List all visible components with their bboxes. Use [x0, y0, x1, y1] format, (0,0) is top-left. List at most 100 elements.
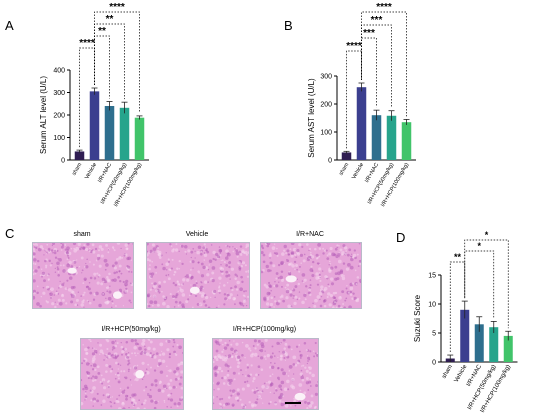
tissue-cell	[314, 247, 317, 251]
tissue-cell	[117, 363, 120, 366]
tissue-cell	[224, 363, 228, 367]
tissue-cell	[301, 280, 304, 282]
tissue-cell	[244, 264, 247, 267]
tissue-cell	[269, 355, 273, 359]
tissue-cell	[202, 246, 206, 250]
tissue-cell	[329, 246, 333, 251]
tissue-cell	[147, 243, 149, 246]
tissue-cell	[233, 340, 235, 342]
panel-letter-a: A	[5, 18, 14, 33]
tissue-cell	[80, 246, 83, 249]
tissue-cell	[46, 274, 49, 277]
tissue-cell	[173, 350, 176, 354]
tissue-cell	[54, 256, 58, 259]
tissue-cell	[154, 383, 158, 387]
tissue-cell	[252, 380, 255, 383]
tissue-cell	[113, 278, 117, 282]
tissue-cell	[213, 389, 215, 391]
chart-b-significance-label-1: ***	[363, 28, 375, 39]
tissue-cell	[57, 257, 59, 260]
tissue-cell	[96, 272, 99, 275]
tissue-cell	[280, 402, 284, 407]
tissue-cell	[215, 357, 219, 362]
tissue-cell	[106, 290, 109, 293]
tissue-cell	[298, 270, 301, 273]
tissue-cell	[144, 399, 147, 402]
tissue-cell	[189, 260, 192, 263]
tissue-cell	[214, 355, 218, 359]
tissue-cell	[162, 301, 166, 306]
tissue-cell	[221, 343, 224, 346]
tissue-cell	[149, 249, 153, 253]
tissue-cell	[316, 262, 319, 265]
tissue-cell	[40, 268, 43, 270]
tissue-cell	[122, 305, 125, 307]
tissue-cell	[280, 260, 285, 265]
tissue-cell	[218, 291, 221, 294]
tissue-cell	[257, 390, 260, 394]
tissue-cell	[128, 299, 131, 302]
tissue-cell	[90, 377, 93, 380]
tissue-cell	[310, 401, 314, 405]
tissue-cell	[223, 261, 226, 264]
tissue-cell	[82, 293, 85, 297]
tissue-cell	[268, 296, 270, 298]
tissue-cell	[345, 267, 350, 271]
tissue-cell	[76, 266, 78, 269]
tissue-cell	[135, 377, 139, 382]
tissue-cell	[232, 353, 234, 355]
tissue-cell	[313, 406, 317, 409]
tissue-cell	[147, 250, 149, 253]
tissue-cell	[236, 365, 240, 368]
tissue-cell	[332, 306, 335, 308]
tissue-cell	[190, 292, 193, 295]
tissue-cell	[296, 268, 299, 271]
tissue-cell	[280, 355, 283, 358]
tissue-cell	[211, 266, 216, 270]
tissue-cell	[334, 272, 338, 276]
chart-d-y-axis-label: Suzuki Score	[413, 294, 422, 342]
tissue-cell	[138, 346, 142, 351]
tissue-cell	[273, 252, 276, 255]
tissue-cell	[278, 378, 280, 381]
tissue-cell	[241, 354, 244, 357]
tissue-cell	[93, 399, 96, 403]
tissue-cell	[287, 388, 290, 391]
tissue-cell	[89, 340, 92, 343]
tissue-cell	[54, 249, 56, 252]
tissue-cell	[118, 394, 121, 397]
tissue-cell	[206, 273, 210, 277]
tissue-cell	[105, 243, 108, 247]
tissue-cell	[282, 296, 284, 298]
tissue-cell	[166, 365, 168, 368]
tissue-cell	[232, 405, 234, 407]
tissue-cell	[121, 390, 125, 394]
tissue-cell	[274, 300, 277, 303]
tissue-cell	[348, 305, 352, 308]
tissue-cell	[94, 375, 98, 380]
tissue-cell	[120, 392, 123, 395]
tissue-cell	[303, 293, 307, 297]
tissue-cell	[260, 397, 262, 400]
tissue-cell	[180, 386, 183, 390]
tissue-cell	[241, 280, 244, 284]
tissue-cell	[166, 348, 170, 352]
tissue-cell	[339, 248, 343, 252]
tissue-cell	[173, 402, 177, 406]
tissue-cell	[105, 353, 108, 356]
tissue-cell	[183, 244, 188, 249]
tissue-cell	[185, 300, 189, 304]
tissue-cell	[98, 245, 103, 249]
tissue-cell	[97, 249, 101, 252]
tissue-cell	[343, 275, 346, 277]
tissue-cell	[294, 295, 298, 299]
tissue-cell	[318, 291, 323, 296]
tissue-cell	[237, 372, 241, 375]
tissue-cell	[261, 270, 264, 274]
tissue-cell	[92, 357, 96, 361]
tissue-cell	[271, 246, 276, 250]
tissue-cell	[185, 274, 190, 278]
tissue-cell	[190, 268, 192, 271]
tissue-cell	[330, 266, 334, 270]
tissue-cell	[218, 305, 220, 307]
